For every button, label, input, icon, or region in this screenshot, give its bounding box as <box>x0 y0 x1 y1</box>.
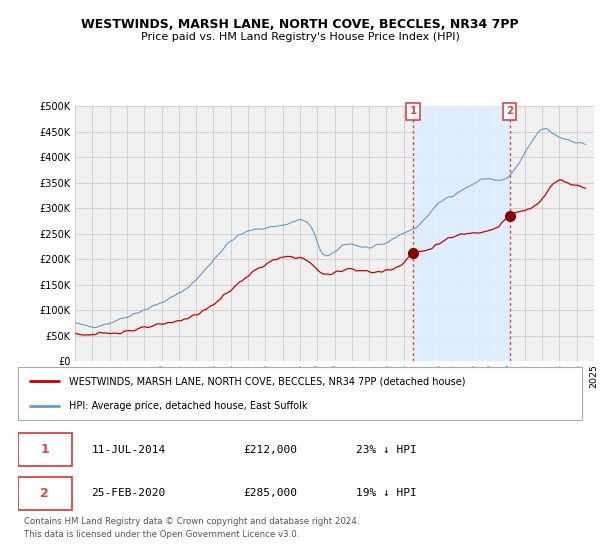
FancyBboxPatch shape <box>18 477 71 510</box>
Text: 11-JUL-2014: 11-JUL-2014 <box>91 445 166 455</box>
Text: Contains HM Land Registry data © Crown copyright and database right 2024.
This d: Contains HM Land Registry data © Crown c… <box>23 517 359 539</box>
FancyBboxPatch shape <box>18 433 71 466</box>
Text: WESTWINDS, MARSH LANE, NORTH COVE, BECCLES, NR34 7PP (detached house): WESTWINDS, MARSH LANE, NORTH COVE, BECCL… <box>69 376 465 386</box>
Text: 2: 2 <box>40 487 49 500</box>
Text: 1: 1 <box>40 444 49 456</box>
Text: 2: 2 <box>506 106 513 116</box>
Text: 1: 1 <box>409 106 416 116</box>
Text: HPI: Average price, detached house, East Suffolk: HPI: Average price, detached house, East… <box>69 400 307 410</box>
FancyBboxPatch shape <box>18 367 582 420</box>
Text: 25-FEB-2020: 25-FEB-2020 <box>91 488 166 498</box>
Text: 19% ↓ HPI: 19% ↓ HPI <box>356 488 417 498</box>
Text: WESTWINDS, MARSH LANE, NORTH COVE, BECCLES, NR34 7PP: WESTWINDS, MARSH LANE, NORTH COVE, BECCL… <box>81 18 519 31</box>
Text: £212,000: £212,000 <box>244 445 298 455</box>
Text: Price paid vs. HM Land Registry's House Price Index (HPI): Price paid vs. HM Land Registry's House … <box>140 32 460 43</box>
Bar <box>413 106 509 361</box>
Text: 23% ↓ HPI: 23% ↓ HPI <box>356 445 417 455</box>
Text: £285,000: £285,000 <box>244 488 298 498</box>
